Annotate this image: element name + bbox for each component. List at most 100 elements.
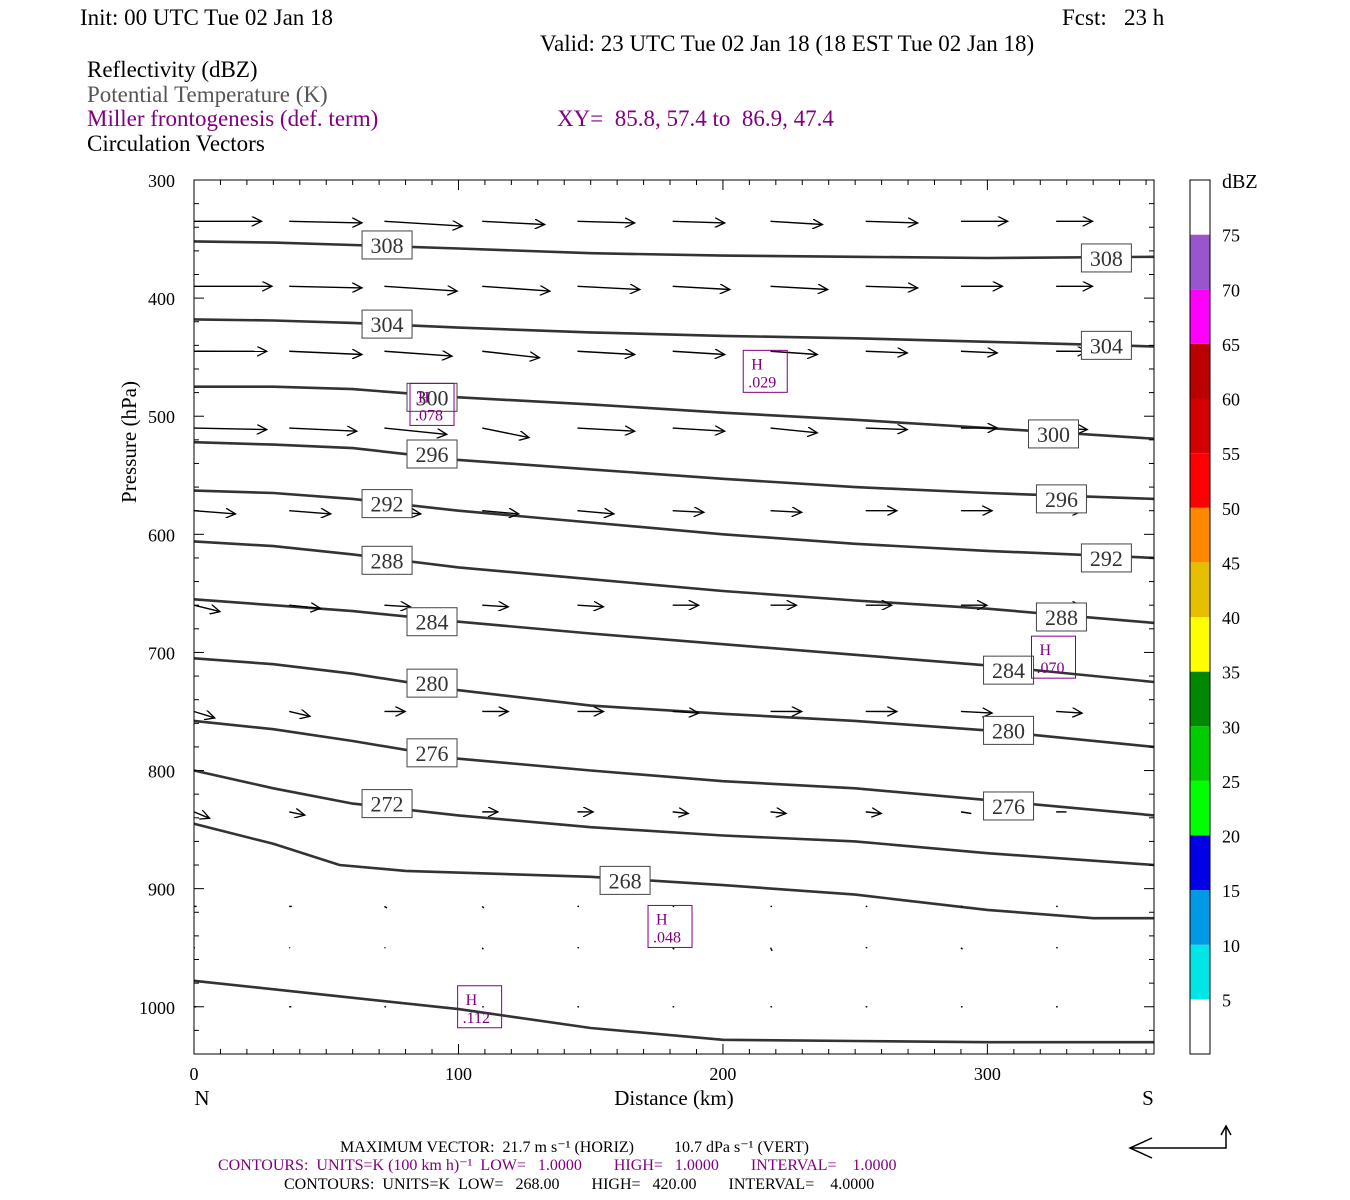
contour-label: 296: [416, 442, 449, 467]
theta-contour-288: [193, 540, 1155, 625]
colorbar-swatch: [1190, 780, 1210, 836]
north-end-label: N: [194, 1086, 209, 1110]
y-tick-label: 300: [148, 171, 175, 191]
circulation-vector: [960, 947, 964, 950]
contour-label-box: [361, 309, 413, 339]
frontogenesis-max-letter: H: [466, 992, 478, 1009]
circulation-vector: [193, 428, 267, 430]
circulation-vector: [865, 221, 918, 223]
circulation-vector: [672, 511, 704, 513]
contour-label: 288: [371, 548, 404, 573]
circulation-vector: [672, 351, 725, 354]
circulation-vector: [289, 812, 305, 815]
circulation-vector: [865, 351, 908, 353]
circulation-vector: [289, 221, 362, 223]
colorbar-swatch: [1190, 398, 1210, 454]
circulation-vector: [672, 286, 730, 289]
colorbar-swatch: [1190, 999, 1210, 1055]
contour-label-box: [1080, 330, 1132, 360]
colorbar-swatch: [1190, 343, 1210, 399]
contour-label-box: [1028, 419, 1080, 449]
frontogenesis-max-letter: H: [751, 356, 763, 373]
y-tick-label: 1000: [139, 998, 175, 1018]
field-circulation-vectors: Circulation Vectors: [87, 131, 265, 156]
colorbar-label: 75: [1222, 226, 1240, 246]
circulation-vector: [482, 605, 508, 607]
maximum-vector-note: MAXIMUM VECTOR: 21.7 m s⁻¹ (HORIZ) 10.7 …: [340, 1139, 809, 1156]
theta-contour-304: [193, 318, 1155, 348]
field-reflectivity: Reflectivity (dBZ): [87, 57, 258, 82]
colorbar-label: 45: [1222, 553, 1240, 573]
theta-contour-296: [193, 440, 1155, 501]
circulation-vector: [770, 221, 823, 224]
frontogenesis-max-letter: H: [1040, 642, 1052, 659]
circulation-vector: [577, 511, 613, 514]
y-axis-label: Pressure (hPa): [117, 381, 141, 503]
colorbar-label: 5: [1222, 990, 1231, 1010]
circulation-vector: [770, 428, 818, 433]
colorbar-swatch: [1190, 671, 1210, 727]
circulation-vector: [672, 428, 725, 431]
circulation-vector: [960, 351, 997, 353]
frontogenesis-max-letter: H: [418, 389, 430, 406]
field-frontogenesis: Miller frontogenesis (def. term): [87, 106, 379, 131]
contour-label-box: [983, 715, 1035, 745]
contour-label-box: [599, 865, 651, 895]
colorbar-swatch: [1190, 890, 1210, 945]
colorbar-swatch: [1190, 180, 1210, 235]
colorbar-swatch: [1190, 453, 1210, 508]
frontogenesis-max-letter: H: [656, 911, 668, 928]
circulation-vector: [289, 711, 310, 716]
contour-label-box: [361, 230, 413, 260]
colorbar-frame: [1189, 179, 1211, 1055]
circulation-vector: [672, 812, 689, 814]
theta-contour-284: [193, 598, 1155, 684]
circulation-vector: [481, 947, 484, 950]
circulation-vector: [482, 286, 550, 291]
circulation-vector: [384, 286, 457, 291]
colorbar-swatch: [1190, 562, 1210, 618]
y-tick-label: 800: [148, 762, 175, 782]
circulation-vector: [193, 511, 236, 514]
circulation-vector: [770, 286, 828, 289]
contour-label-box: [1035, 484, 1087, 514]
frontogenesis-contour-info: CONTOURS: UNITS=K (100 km h)⁻¹ LOW= 1.00…: [218, 1157, 897, 1174]
frontogenesis-max-value: .078: [415, 407, 443, 424]
contour-label: 280: [416, 671, 449, 696]
x-tick-label: 100: [445, 1064, 472, 1084]
x-axis-label: Distance (km): [614, 1086, 734, 1110]
circulation-vector: [193, 711, 215, 717]
circulation-vector: [482, 427, 529, 438]
contour-labels: 308 308 304 304 300 300 296 296 292 292 288 288 284 2…: [361, 230, 1132, 895]
circulation-vector: [289, 428, 357, 431]
contour-label-box: [406, 439, 458, 469]
theta-contour-info: CONTOURS: UNITS=K LOW= 268.00 HIGH= 420.…: [284, 1176, 875, 1193]
colorbar-label: 50: [1222, 499, 1240, 519]
theta-contour-292: [193, 489, 1155, 560]
init-time: Init: 00 UTC Tue 02 Jan 18: [80, 5, 334, 30]
circulation-vector: [672, 221, 725, 223]
circulation-vector: [193, 605, 220, 611]
circulation-vector: [960, 711, 992, 713]
x-tick-label: 300: [974, 1064, 1001, 1084]
contour-label-box: [983, 655, 1035, 685]
circulation-vector: [770, 511, 802, 513]
colorbar-swatch: [1190, 726, 1210, 781]
colorbar-label: 10: [1222, 936, 1240, 956]
colorbar: 75 70 65 60 55 50 45 40 35 30 25 20 15 10 5 dBZ: [1189, 171, 1258, 1055]
contour-label: 284: [416, 610, 449, 635]
contour-label: 268: [609, 868, 642, 893]
contour-label: 276: [416, 741, 449, 766]
reference-vector: [1128, 1124, 1232, 1159]
circulation-vector: [577, 351, 634, 354]
frontogenesis-max-box: [742, 349, 788, 393]
frontogenesis-max-box: [457, 985, 503, 1029]
contour-label-box: [406, 668, 458, 698]
circulation-vector: [482, 350, 539, 357]
circulation-vector: [577, 605, 603, 607]
contour-label-box: [361, 489, 413, 519]
frontogenesis-max-box: [409, 382, 455, 426]
theta-contour-268: [193, 822, 1154, 920]
